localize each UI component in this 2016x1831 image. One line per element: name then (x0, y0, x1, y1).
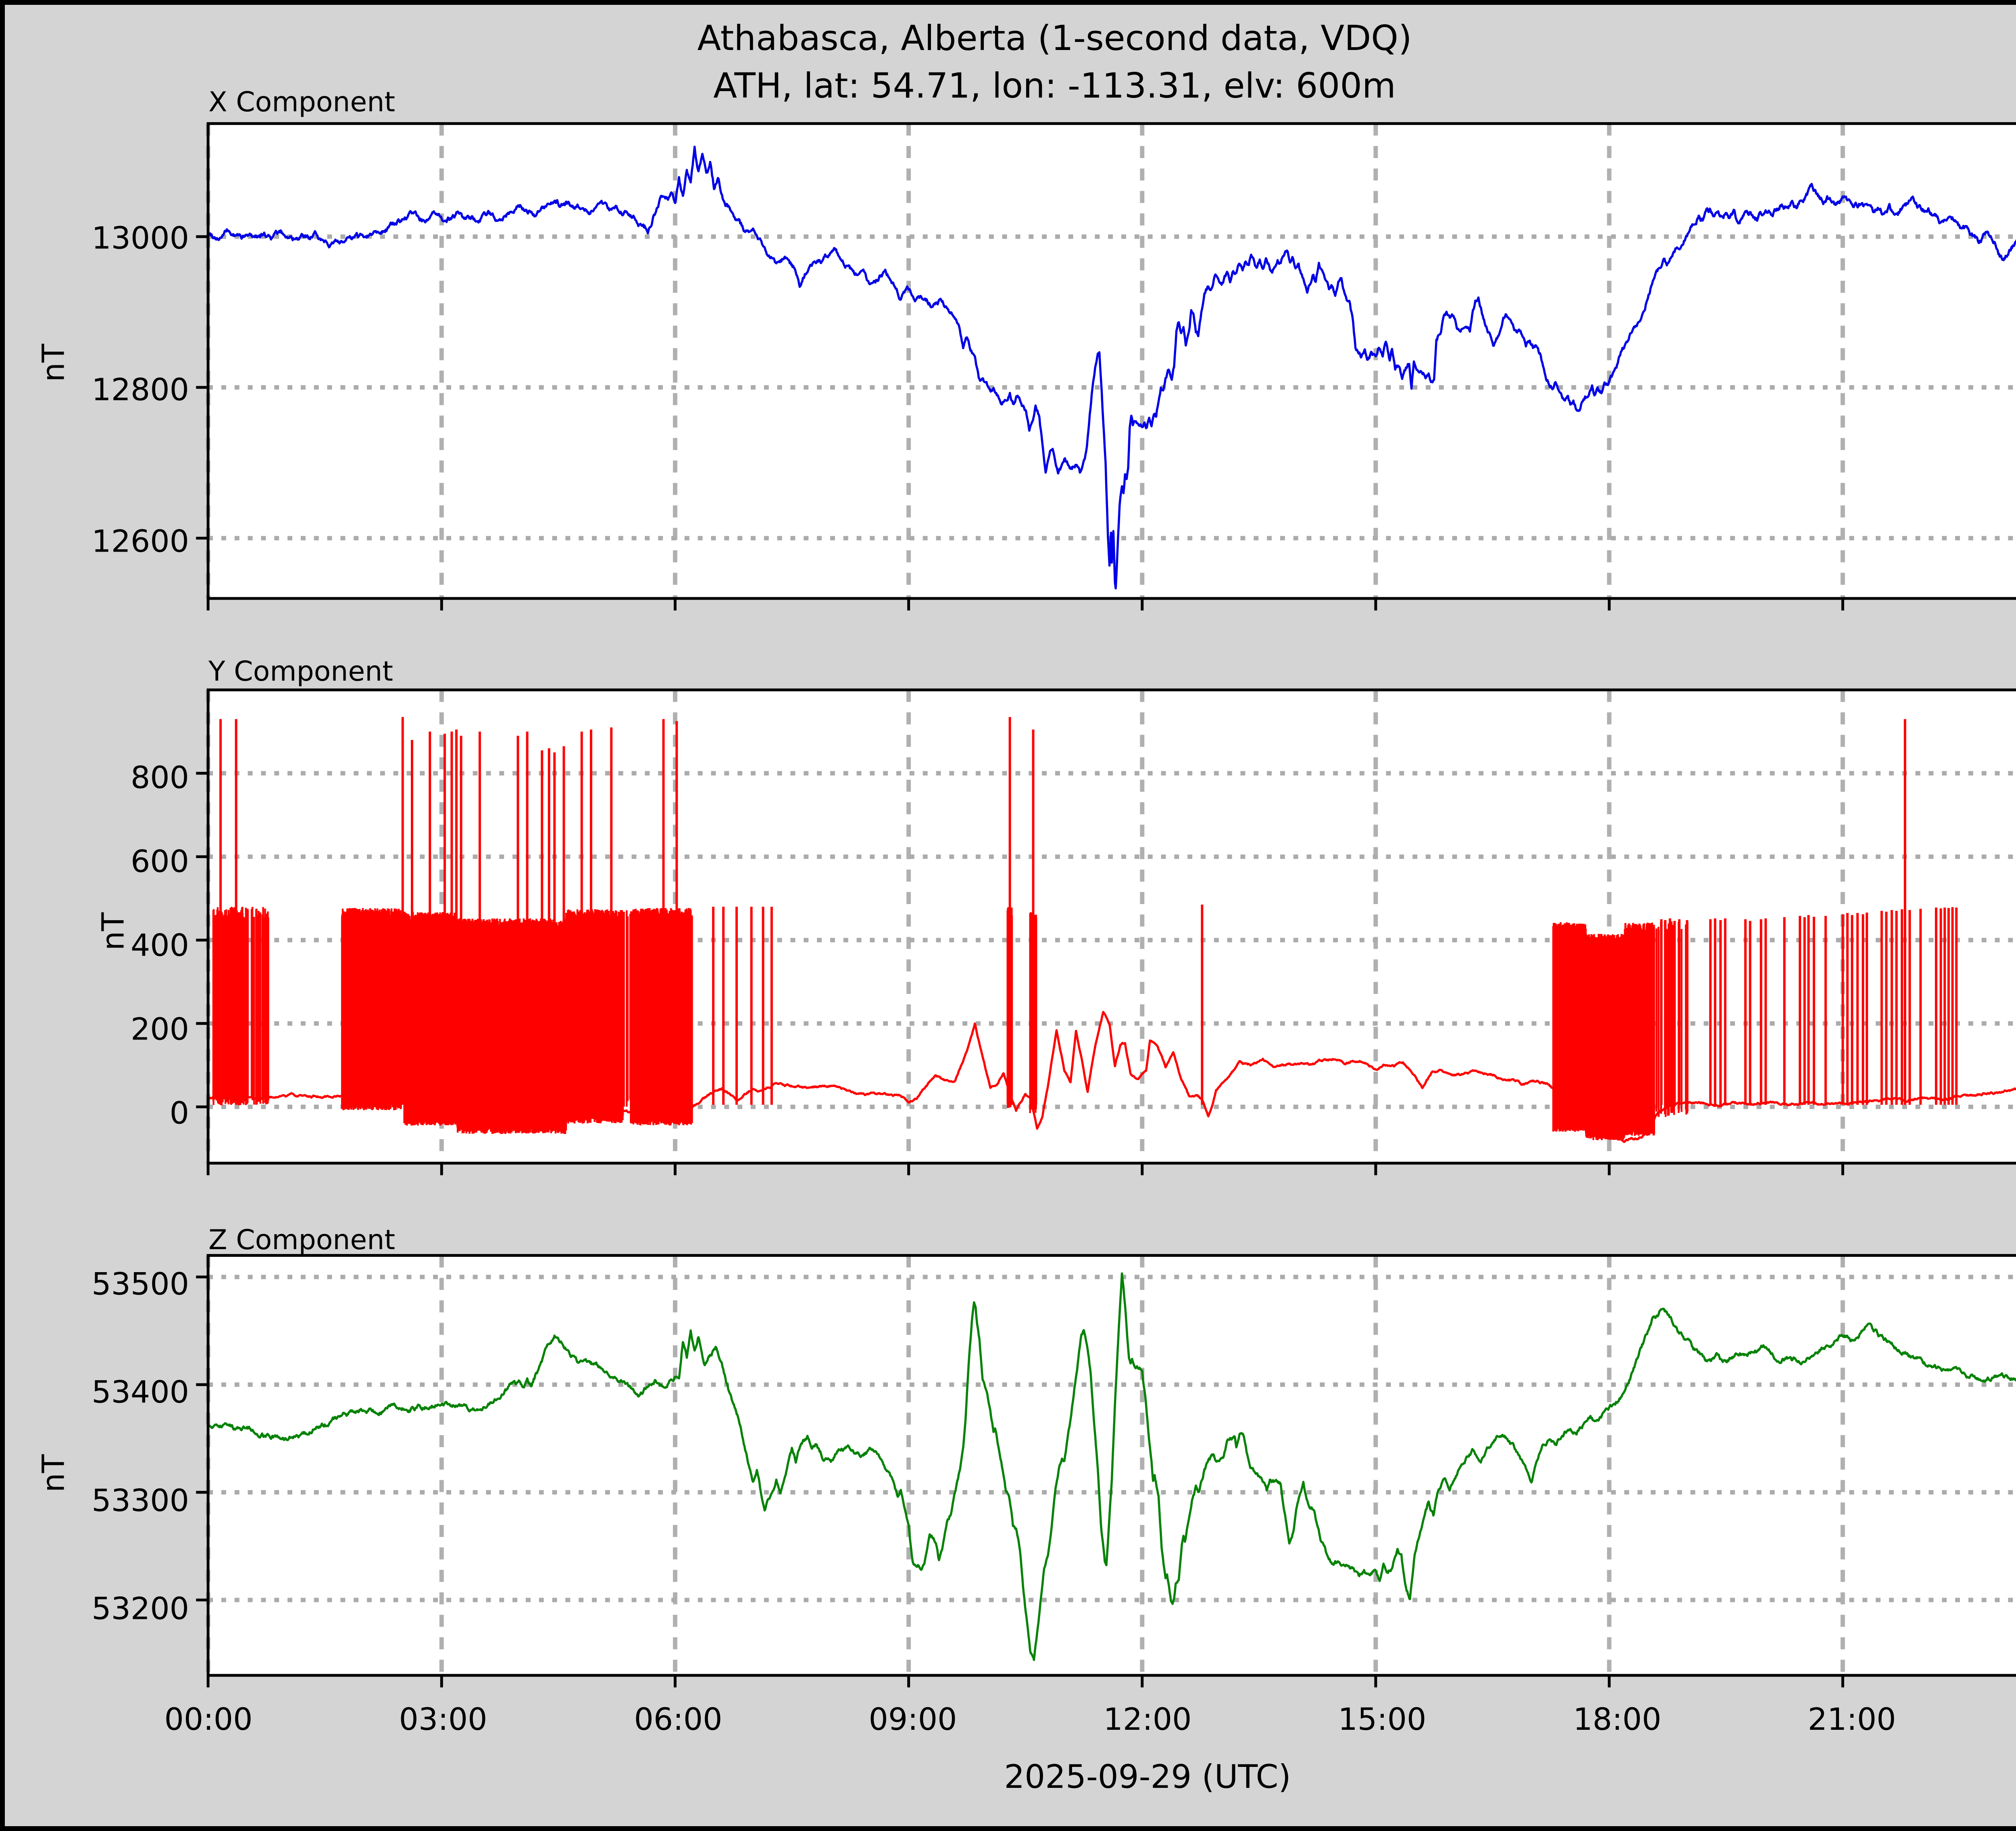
figure-title-line2: ATH, lat: 54.71, lon: -113.31, elv: 600m (713, 66, 1396, 106)
x-tick-label: 09:00 (868, 1701, 957, 1737)
y-tick-label: 53500 (92, 1266, 189, 1302)
y-tick-label: 53200 (92, 1590, 189, 1627)
subplot-title-z-component: Z Component (208, 1224, 395, 1256)
y-tick-label: 800 (130, 759, 189, 796)
y-tick-label: 13000 (92, 220, 189, 256)
y-tick-label: 600 (130, 843, 189, 879)
x-tick-label: 21:00 (1808, 1701, 1896, 1737)
subplot-title-x-component: X Component (208, 86, 395, 118)
y-tick-label: 400 (130, 927, 189, 963)
x-tick-label: 18:00 (1573, 1701, 1662, 1737)
figure-title-line1: Athabasca, Alberta (1-second data, VDQ) (697, 18, 1412, 58)
x-axis-label-date: 2025-09-29 (UTC) (1004, 1758, 1291, 1796)
y-tick-label: 53400 (92, 1374, 189, 1410)
y-tick-label: 200 (130, 1011, 189, 1047)
y-tick-label: 0 (169, 1095, 189, 1131)
x-tick-label: 12:00 (1103, 1701, 1192, 1737)
x-tick-label: 06:00 (634, 1701, 723, 1737)
y-tick-label: 12800 (92, 371, 189, 408)
plot-canvas (196, 122, 2016, 1687)
y-tick-label: 12600 (92, 523, 189, 559)
x-tick-label: 03:00 (399, 1701, 487, 1737)
y-axis-label-z-component: nT (35, 1454, 71, 1493)
y-axis-label-y-component: nT (95, 912, 131, 951)
y-tick-label: 53300 (92, 1482, 189, 1519)
x-tick-label: 00:00 (164, 1701, 253, 1737)
subplot-title-y-component: Y Component (208, 656, 393, 687)
y-axis-label-x-component: nT (35, 344, 71, 382)
x-tick-label: 15:00 (1338, 1701, 1427, 1737)
